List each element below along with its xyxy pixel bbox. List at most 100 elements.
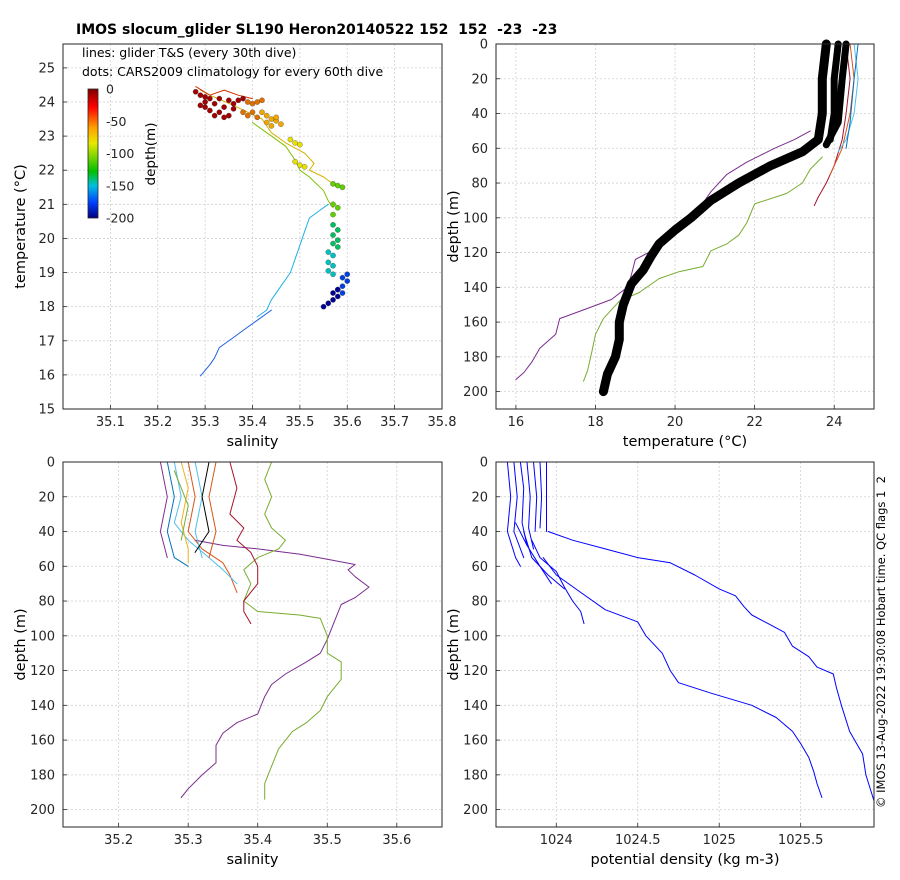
climatology-dot — [202, 99, 208, 105]
series-line-sal-3 — [187, 461, 238, 593]
climatology-dot — [211, 100, 218, 107]
climatology-dot — [335, 293, 341, 300]
x-axis-label: salinity — [227, 852, 279, 868]
climatology-dot — [216, 95, 223, 102]
series-line-sal-11 — [173, 470, 189, 541]
climatology-dot — [339, 184, 346, 191]
climatology-dot — [192, 89, 199, 95]
climatology-dot — [292, 140, 298, 146]
climatology-dot — [339, 290, 346, 296]
climatology-dot — [207, 95, 213, 102]
y-tick-label: 180 — [30, 768, 55, 783]
climatology-dot — [344, 271, 350, 278]
y-tick-label: 25 — [38, 61, 55, 76]
x-axis-label: salinity — [227, 434, 279, 450]
climatology-dot — [325, 259, 332, 266]
y-tick-label: 22 — [38, 164, 55, 179]
y-tick-label: 23 — [38, 130, 55, 145]
x-tick-label: 22 — [746, 415, 763, 430]
y-tick-label: 40 — [38, 525, 55, 540]
y-tick-label: 200 — [463, 803, 488, 818]
y-tick-label: 15 — [38, 403, 55, 418]
climatology-dot — [335, 286, 341, 293]
colorbar-tick-label: 0 — [106, 82, 114, 97]
climatology-dot — [330, 290, 336, 296]
climatology-dot — [221, 114, 227, 121]
climatology-dot — [339, 274, 346, 281]
x-tick-label: 1025.5 — [778, 833, 824, 848]
figure-title: IMOS slocum_glider SL190 Heron20140522 1… — [76, 22, 558, 38]
series-line-temp-5 — [845, 43, 859, 149]
y-tick-label: 20 — [471, 72, 488, 87]
y-tick-label: 200 — [463, 385, 488, 400]
climatology-dot — [207, 107, 213, 114]
series-line-temp-4 — [837, 43, 859, 153]
x-axis-label: potential density (kg m-3) — [591, 852, 780, 868]
y-tick-label: 0 — [480, 38, 488, 53]
series-line-dens-10 — [539, 461, 543, 529]
climatology-dot — [249, 109, 256, 115]
y-tick-label: 20 — [471, 490, 488, 505]
climatology-dot — [330, 240, 336, 247]
x-tick-label: 20 — [667, 415, 684, 430]
climatology-dot — [330, 211, 336, 218]
climatology-dot — [297, 141, 303, 148]
climatology-dot — [254, 114, 260, 121]
x-tick-label: 35.2 — [104, 833, 133, 848]
y-tick-label: 160 — [463, 316, 488, 331]
series-line-sal-5 — [166, 461, 189, 567]
climatology-dot — [273, 114, 279, 121]
series-line-dens-5 — [506, 461, 521, 567]
series-line-temp-8 — [822, 40, 850, 149]
x-tick-label: 35.5 — [313, 833, 342, 848]
y-tick-label: 200 — [30, 803, 55, 818]
climatology-dot — [254, 99, 260, 105]
climatology-dot — [221, 104, 227, 110]
climatology-dot — [230, 100, 237, 107]
y-tick-label: 100 — [30, 629, 55, 644]
y-tick-label: 60 — [471, 560, 488, 575]
climatology-dot — [325, 268, 332, 274]
climatology-dot — [325, 300, 332, 307]
climatology-dot — [330, 271, 336, 278]
climatology-dot — [335, 227, 341, 233]
series-line-dens-2 — [531, 539, 585, 625]
x-tick-label: 35.5 — [285, 415, 314, 430]
y-tick-label: 140 — [463, 699, 488, 714]
y-tick-label: 80 — [471, 595, 488, 610]
series-line-ts-2 — [256, 203, 329, 318]
x-tick-label: 1024 — [540, 833, 573, 848]
y-tick-label: 160 — [463, 734, 488, 749]
series-line-temp-3 — [829, 43, 855, 175]
series-line-dens-9 — [533, 461, 538, 532]
series-line-sal-8 — [194, 461, 203, 559]
climatology-dot — [330, 201, 336, 208]
x-tick-label: 35.1 — [96, 415, 125, 430]
climatology-dot — [249, 100, 256, 107]
climatology-dot — [245, 112, 251, 119]
y-tick-label: 60 — [471, 142, 488, 157]
axes-box-temp — [495, 43, 875, 410]
y-tick-label: 120 — [30, 664, 55, 679]
colorbar-label: depth(m) — [143, 123, 159, 186]
y-tick-label: 20 — [38, 490, 55, 505]
y-tick-label: 80 — [38, 595, 55, 610]
series-line-sal-10 — [208, 461, 217, 559]
climatology-dot — [268, 123, 275, 129]
colorbar-tick-label: -200 — [106, 211, 134, 226]
series-line-dens-1 — [542, 557, 823, 798]
annotation-text: lines: glider T&S (every 30th dive) — [82, 45, 296, 60]
climatology-dot — [335, 237, 341, 243]
climatology-dot — [230, 106, 237, 112]
climatology-dot — [297, 162, 303, 168]
x-tick-label: 35.6 — [333, 415, 362, 430]
y-tick-label: 24 — [38, 95, 55, 110]
y-tick-label: 140 — [463, 281, 488, 296]
series-line-temp-0 — [515, 130, 811, 380]
climatology-dot — [202, 94, 208, 100]
climatology-dot — [226, 97, 232, 104]
climatology-dot — [240, 95, 246, 102]
y-tick-label: 21 — [38, 198, 55, 213]
x-tick-label: 1024.5 — [615, 833, 661, 848]
